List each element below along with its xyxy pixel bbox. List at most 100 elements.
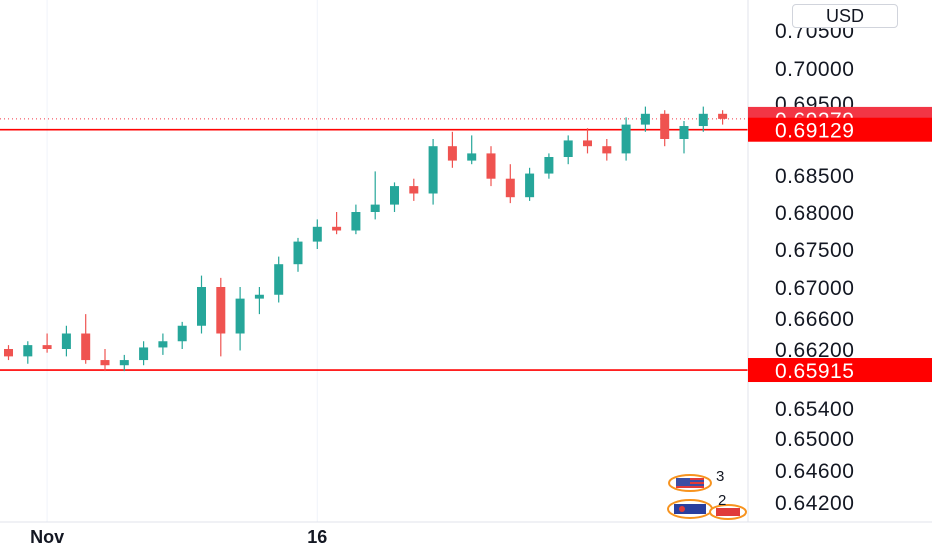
support-price-tag-bg xyxy=(748,358,932,383)
price-tick-label: 0.65400 xyxy=(775,398,854,421)
candle[interactable] xyxy=(409,178,419,201)
candle-body xyxy=(61,333,71,349)
candle-body xyxy=(332,226,342,231)
candle[interactable] xyxy=(81,314,91,364)
candle[interactable] xyxy=(293,237,303,272)
event-marker-2[interactable]: 2 xyxy=(666,492,748,520)
event-marker-1[interactable]: 3 xyxy=(668,468,724,492)
price-tick-label: 0.68500 xyxy=(775,165,854,188)
candle[interactable] xyxy=(718,110,728,125)
candle[interactable] xyxy=(197,275,206,334)
candle-body xyxy=(544,157,554,174)
candle-body xyxy=(505,178,515,198)
time-tick-label: 16 xyxy=(307,527,327,547)
candle[interactable] xyxy=(312,219,322,249)
candle[interactable] xyxy=(235,287,245,351)
candle[interactable] xyxy=(100,349,110,372)
candle-body xyxy=(583,140,592,147)
price-tick-label: 0.68000 xyxy=(775,202,854,225)
candle[interactable] xyxy=(332,212,342,235)
candle[interactable] xyxy=(216,277,226,357)
candle-body xyxy=(197,287,206,326)
candle-body xyxy=(679,126,689,139)
candle-body xyxy=(409,186,419,194)
price-tick-label: 0.70000 xyxy=(775,58,854,81)
candle-body xyxy=(447,146,457,161)
support-price-tag: 0.65915 xyxy=(748,358,932,383)
candle[interactable] xyxy=(139,341,149,366)
candle-body xyxy=(467,153,477,161)
candle[interactable] xyxy=(640,106,650,132)
candle-body xyxy=(254,294,264,299)
candle[interactable] xyxy=(679,121,689,154)
candle-body xyxy=(216,287,226,334)
support-price-tag-text: 0.65915 xyxy=(775,360,854,383)
candle-body xyxy=(235,298,245,334)
candle-body xyxy=(486,153,496,179)
candle[interactable] xyxy=(447,131,457,168)
candle[interactable] xyxy=(486,146,496,187)
candle-body xyxy=(563,140,573,157)
candle[interactable] xyxy=(4,345,13,361)
candle-body xyxy=(312,226,322,242)
candle-body xyxy=(660,113,670,139)
us-flag-icon xyxy=(668,474,712,492)
time-tick-label: Nov xyxy=(30,527,64,547)
candle[interactable] xyxy=(390,182,399,212)
candle[interactable] xyxy=(158,333,168,355)
candle[interactable] xyxy=(42,333,52,353)
price-tick-label: 0.67000 xyxy=(775,277,854,300)
candle-body xyxy=(621,124,631,154)
candle-body xyxy=(602,146,612,154)
candle-body xyxy=(81,333,91,361)
candle-body xyxy=(390,186,399,205)
candle-body xyxy=(525,173,535,198)
price-axis[interactable]: 0.705000.700000.695000.685000.680000.675… xyxy=(747,0,854,522)
candle[interactable] xyxy=(177,321,187,349)
candle[interactable] xyxy=(370,171,380,220)
candle[interactable] xyxy=(274,256,284,303)
au-flag-icon xyxy=(667,499,747,520)
candle-body xyxy=(177,325,187,342)
resistance-price-tag: 0.69129 xyxy=(748,117,932,143)
time-axis[interactable]: Nov 16 xyxy=(0,521,932,547)
candle[interactable] xyxy=(61,325,71,357)
candle[interactable] xyxy=(23,341,33,364)
candle[interactable] xyxy=(467,135,477,165)
price-tick-label: 0.64600 xyxy=(775,460,854,483)
candle-body xyxy=(718,113,728,119)
candle-body xyxy=(293,241,303,265)
resistance-price-tag-bg xyxy=(748,117,932,142)
candle[interactable] xyxy=(351,204,361,235)
candle[interactable] xyxy=(660,110,670,147)
candle[interactable] xyxy=(621,117,631,161)
candle-body xyxy=(274,264,284,295)
candle[interactable] xyxy=(254,287,264,315)
grid-layer xyxy=(46,0,318,522)
event-count-2: 2 xyxy=(718,492,727,509)
candle-layer[interactable] xyxy=(4,106,728,372)
candle-body xyxy=(100,360,110,366)
candle-body xyxy=(119,360,129,366)
level-layer xyxy=(0,118,748,371)
candle-body xyxy=(158,341,168,348)
candle[interactable] xyxy=(505,164,515,204)
candle-body xyxy=(351,212,361,231)
currency-selector[interactable]: USD xyxy=(792,4,898,28)
candle[interactable] xyxy=(583,128,592,154)
candle[interactable] xyxy=(602,139,612,161)
candle[interactable] xyxy=(698,106,708,132)
candle[interactable] xyxy=(544,153,554,179)
resistance-price-tag-text: 0.69129 xyxy=(775,120,854,143)
candle-body xyxy=(23,345,33,357)
candle[interactable] xyxy=(563,135,573,165)
candle[interactable] xyxy=(525,167,535,201)
candle[interactable] xyxy=(428,139,438,205)
candle-body xyxy=(370,204,380,212)
price-tick-label: 0.65000 xyxy=(775,428,854,451)
event-count-1: 3 xyxy=(716,468,725,485)
candle[interactable] xyxy=(119,354,129,372)
price-tick-label: 0.66200 xyxy=(775,339,854,362)
